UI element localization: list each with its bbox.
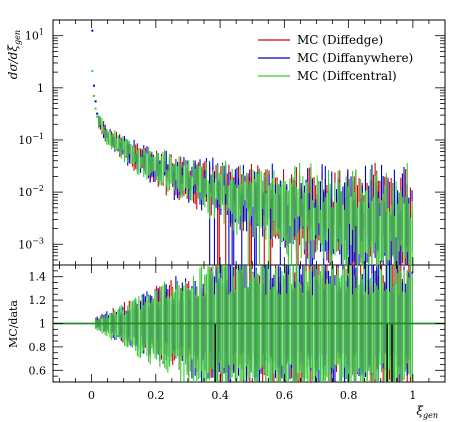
point-anywhere [94, 100, 97, 103]
legend-label: MC (Diffedge) [297, 33, 383, 47]
x-tick-label: 0 [88, 389, 95, 402]
x-tick-label: 1 [409, 389, 416, 402]
y-tick-label: 101 [25, 28, 44, 43]
point-anywhere [96, 112, 99, 115]
y-tick-label: 1 [37, 82, 44, 95]
x-tick-label: 0.8 [340, 389, 358, 402]
upper-y-label: dσ/dξgen [6, 30, 22, 79]
point-anywhere [92, 84, 95, 87]
x-tick-label: 0.4 [211, 389, 229, 402]
point-anywhere [91, 29, 94, 32]
point-central [91, 70, 94, 73]
ratio-tick-label: 1 [39, 318, 46, 331]
y-tick-label: 10−3 [18, 236, 44, 251]
point-central [96, 115, 99, 118]
ratio-tick-label: 1.4 [29, 271, 47, 284]
lower-y-label: MC/data [7, 300, 20, 348]
y-tick-label: 10−1 [18, 132, 44, 147]
ratio-tick-label: 0.6 [29, 364, 47, 377]
ratio-tick-label: 0.8 [29, 341, 47, 354]
x-tick-label: 0.2 [147, 389, 165, 402]
axis-ticks: 0 0.2 0.4 0.6 0.8 1 101 1 10−1 10−2 10−3 0.6 0.8 1 1.2… [18, 19, 446, 402]
legend: MC (Diffedge) MC (Diffanywhere) MC (Diffce… [258, 33, 413, 83]
y-tick-label: 10−2 [18, 184, 44, 199]
ratio-data-marks [53, 265, 445, 382]
x-axis-label: ξgen [416, 404, 438, 420]
x-tick-label: 0.6 [276, 389, 294, 402]
legend-label: MC (Diffanywhere) [297, 51, 413, 65]
point-central [94, 107, 97, 110]
legend-label: MC (Diffcentral) [297, 69, 397, 83]
ratio-tick-label: 1.2 [29, 294, 47, 307]
point-central [92, 94, 95, 97]
upper-data-marks [91, 29, 413, 265]
